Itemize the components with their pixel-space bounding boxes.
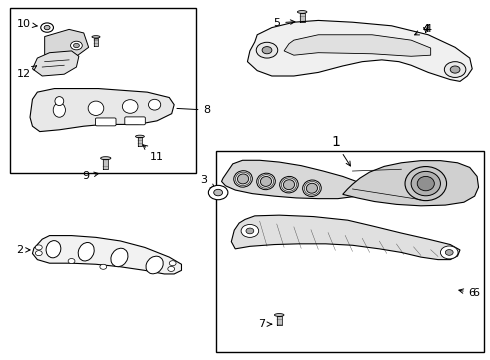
Circle shape bbox=[262, 46, 272, 54]
Circle shape bbox=[74, 43, 79, 48]
Text: 4: 4 bbox=[422, 24, 429, 35]
Polygon shape bbox=[45, 30, 89, 62]
Bar bbox=[216, 151, 485, 352]
Ellipse shape bbox=[78, 243, 94, 261]
Ellipse shape bbox=[280, 176, 298, 193]
Text: 4: 4 bbox=[425, 24, 432, 35]
Ellipse shape bbox=[55, 96, 64, 105]
Text: 1: 1 bbox=[331, 135, 350, 166]
Circle shape bbox=[256, 42, 278, 58]
Ellipse shape bbox=[306, 183, 318, 193]
Text: 2: 2 bbox=[16, 245, 30, 255]
Ellipse shape bbox=[146, 256, 163, 274]
Circle shape bbox=[100, 264, 107, 269]
Polygon shape bbox=[343, 161, 479, 206]
Ellipse shape bbox=[411, 171, 441, 196]
Text: 7: 7 bbox=[259, 319, 271, 329]
Ellipse shape bbox=[238, 174, 248, 184]
Text: 8: 8 bbox=[177, 105, 211, 115]
Circle shape bbox=[168, 266, 174, 271]
Text: 11: 11 bbox=[143, 145, 164, 162]
Ellipse shape bbox=[136, 135, 145, 138]
Ellipse shape bbox=[405, 167, 446, 201]
Circle shape bbox=[441, 246, 458, 259]
Ellipse shape bbox=[148, 99, 161, 110]
Circle shape bbox=[214, 189, 222, 196]
Circle shape bbox=[71, 41, 82, 50]
Circle shape bbox=[241, 225, 259, 237]
Ellipse shape bbox=[92, 36, 100, 38]
Text: 6: 6 bbox=[459, 288, 476, 298]
Circle shape bbox=[208, 185, 228, 200]
Ellipse shape bbox=[257, 173, 275, 190]
FancyBboxPatch shape bbox=[96, 118, 116, 126]
Circle shape bbox=[246, 228, 254, 234]
Polygon shape bbox=[231, 215, 460, 260]
Polygon shape bbox=[32, 51, 79, 76]
Ellipse shape bbox=[260, 176, 271, 186]
Circle shape bbox=[445, 249, 453, 255]
Ellipse shape bbox=[122, 100, 138, 113]
Circle shape bbox=[444, 62, 466, 77]
Text: 6: 6 bbox=[472, 288, 479, 298]
Ellipse shape bbox=[283, 180, 294, 190]
Text: 4: 4 bbox=[415, 24, 429, 35]
Text: 9: 9 bbox=[83, 171, 98, 181]
Ellipse shape bbox=[46, 240, 61, 258]
Text: 5: 5 bbox=[273, 18, 295, 28]
Ellipse shape bbox=[100, 157, 111, 160]
FancyBboxPatch shape bbox=[125, 117, 146, 125]
Text: 10: 10 bbox=[17, 19, 37, 29]
Circle shape bbox=[450, 66, 460, 73]
Ellipse shape bbox=[417, 176, 434, 191]
Ellipse shape bbox=[234, 171, 252, 187]
Ellipse shape bbox=[53, 103, 66, 117]
Bar bbox=[10, 8, 196, 173]
Text: 3: 3 bbox=[200, 175, 215, 189]
Polygon shape bbox=[30, 89, 174, 132]
Ellipse shape bbox=[274, 314, 284, 316]
Ellipse shape bbox=[88, 101, 104, 116]
Circle shape bbox=[68, 258, 75, 264]
Circle shape bbox=[35, 251, 42, 256]
Circle shape bbox=[44, 26, 50, 30]
Ellipse shape bbox=[297, 10, 307, 13]
Circle shape bbox=[35, 245, 42, 250]
Ellipse shape bbox=[111, 248, 128, 267]
Circle shape bbox=[41, 23, 53, 32]
Polygon shape bbox=[221, 160, 367, 199]
Ellipse shape bbox=[303, 180, 321, 197]
Text: 12: 12 bbox=[17, 66, 37, 79]
Polygon shape bbox=[284, 35, 431, 56]
Polygon shape bbox=[32, 235, 181, 274]
Polygon shape bbox=[247, 21, 472, 81]
Circle shape bbox=[169, 261, 176, 266]
